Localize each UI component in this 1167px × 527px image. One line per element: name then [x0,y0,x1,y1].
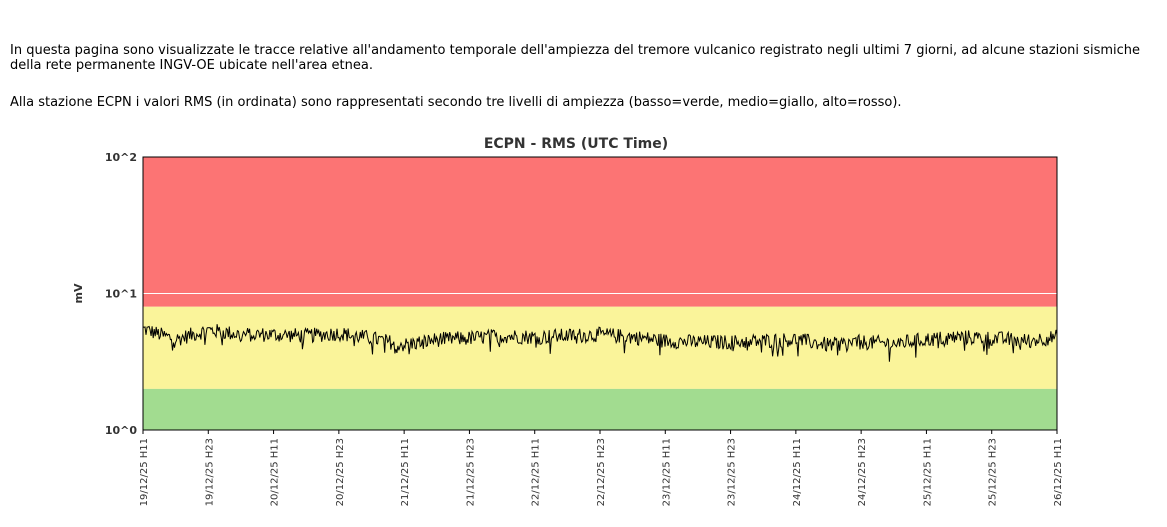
xtick-label-2: 20/12/25 H11 [270,438,281,506]
band-low [143,388,1057,430]
intro-paragraph-1: In questa pagina sono visualizzate le tr… [10,43,1140,73]
rms-series-line [142,324,1058,362]
band-medium [143,306,1057,389]
ytick-label-1: 10^1 [105,288,137,301]
xtick-label-3: 20/12/25 H23 [335,438,346,506]
xtick-label-0: 19/12/25 H11 [139,438,150,506]
intro-paragraph-2: Alla stazione ECPN i valori RMS (in ordi… [10,95,902,110]
x-axis-ticks: 19/12/25 H11 19/12/25 H23 20/12/25 H11 20/1… [139,430,1064,506]
rms-chart: ECPN - RMS (UTC Time) 10^0 10^1 10^2 mV … [72,136,1064,506]
xtick-label-7: 22/12/25 H23 [596,438,607,506]
xtick-label-5: 21/12/25 H23 [465,438,476,506]
ytick-label-2: 10^2 [105,151,137,164]
chart-title: ECPN - RMS (UTC Time) [484,136,668,152]
xtick-label-14: 26/12/25 H11 [1053,438,1064,506]
xtick-label-4: 21/12/25 H11 [400,438,411,506]
y-axis-label: mV [72,283,85,303]
xtick-label-13: 25/12/25 H23 [988,438,999,506]
xtick-label-12: 25/12/25 H11 [922,438,933,506]
xtick-label-6: 22/12/25 H11 [531,438,542,506]
band-high [143,157,1057,307]
xtick-label-10: 24/12/25 H11 [792,438,803,506]
xtick-label-11: 24/12/25 H23 [857,438,868,506]
xtick-label-8: 23/12/25 H11 [661,438,672,506]
xtick-label-1: 19/12/25 H23 [204,438,215,506]
xtick-label-9: 23/12/25 H23 [727,438,738,506]
ytick-label-0: 10^0 [105,424,138,437]
